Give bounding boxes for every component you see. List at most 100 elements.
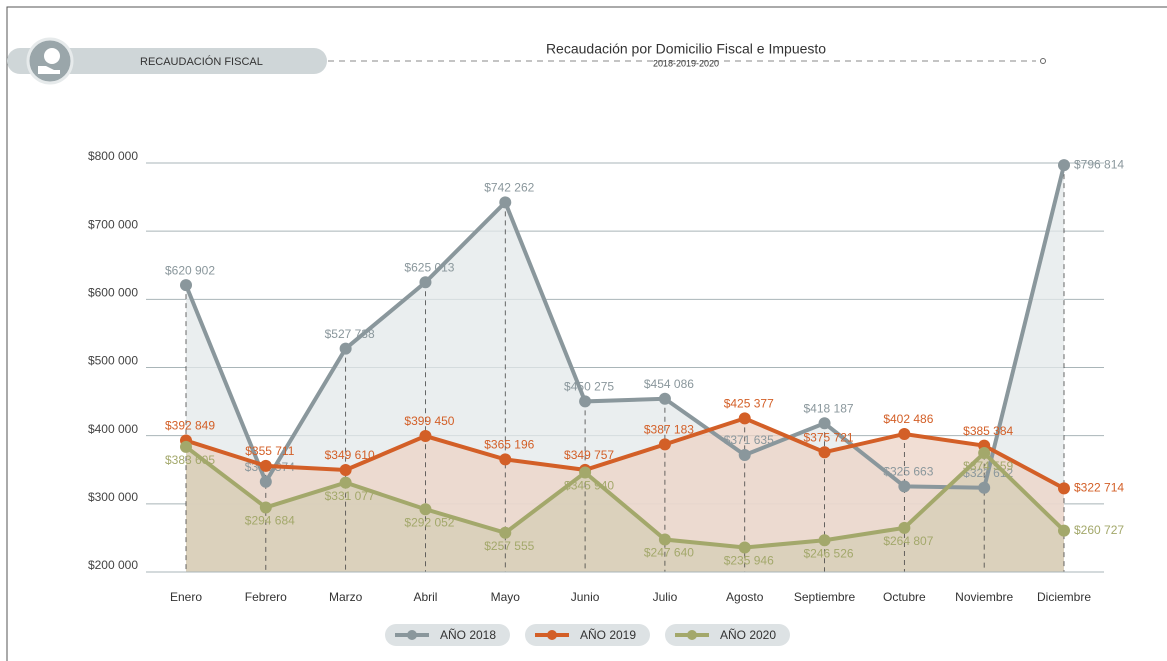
data-label: $294 684 (245, 514, 295, 528)
legend-item: AÑO 2018 (385, 624, 510, 646)
series-area (186, 446, 1064, 572)
data-label: $322 714 (1074, 481, 1124, 495)
y-tick-label: $600 000 (88, 286, 138, 300)
data-point (738, 449, 751, 462)
x-tick-label: Octubre (883, 590, 926, 604)
legend-label: AÑO 2018 (440, 628, 496, 642)
data-point (738, 412, 751, 425)
data-point (419, 276, 432, 289)
data-point (339, 342, 352, 355)
y-tick-label: $400 000 (88, 422, 138, 436)
data-label: $365 196 (484, 438, 534, 452)
data-point (419, 430, 432, 443)
data-label: $385 384 (963, 424, 1013, 438)
x-tick-label: Junio (571, 590, 600, 604)
data-point (818, 446, 831, 459)
x-tick-label: Diciembre (1037, 590, 1091, 604)
data-point (898, 427, 911, 440)
data-point (658, 392, 671, 405)
section-label: RECAUDACIÓN FISCAL (140, 55, 263, 68)
section-pill (7, 48, 327, 74)
legend-swatch (687, 630, 697, 640)
data-point (738, 541, 751, 554)
icon-coin (44, 48, 60, 64)
data-point (1058, 159, 1070, 172)
data-label: $349 757 (564, 448, 614, 462)
data-label: $257 555 (484, 539, 534, 553)
data-label: $264 807 (883, 534, 933, 548)
y-tick-label: $300 000 (88, 490, 138, 504)
legend-item: AÑO 2020 (665, 624, 790, 646)
data-point (499, 453, 512, 466)
x-tick-label: Julio (653, 590, 678, 604)
data-label: $796 814 (1074, 157, 1124, 171)
data-label: $454 086 (644, 377, 694, 391)
data-label: $247 640 (644, 546, 694, 560)
data-point (818, 417, 831, 430)
data-point (180, 279, 192, 292)
x-tick-label: Septiembre (794, 590, 856, 604)
data-label: $383 605 (165, 453, 215, 467)
legend-pill (665, 624, 790, 646)
legend-pill (525, 624, 650, 646)
legend-swatch (547, 630, 557, 640)
series-line (184, 164, 1066, 490)
x-tick-label: Marzo (329, 590, 363, 604)
data-point (658, 533, 671, 546)
data-point (339, 476, 352, 489)
data-label: $345 940 (564, 479, 614, 493)
data-point (658, 438, 671, 451)
data-label: $292 052 (404, 515, 454, 529)
header-rule-end (1040, 58, 1046, 64)
data-point (499, 526, 512, 539)
x-tick-label: Enero (170, 590, 202, 604)
data-point (898, 521, 911, 534)
data-label: $349 610 (325, 448, 375, 462)
data-label: $371 635 (724, 433, 774, 447)
data-point (1058, 482, 1070, 495)
series-line (184, 445, 1066, 550)
data-label: $620 902 (165, 263, 215, 277)
data-point (419, 503, 432, 516)
data-point (259, 501, 272, 514)
data-point (1058, 524, 1070, 537)
data-point (579, 395, 592, 408)
data-label: $375 721 (804, 430, 854, 444)
data-label: $742 262 (484, 181, 534, 195)
icon-hand (38, 66, 60, 74)
data-label: $625 013 (404, 260, 454, 274)
data-point (898, 480, 911, 493)
legend-swatch (407, 630, 417, 640)
data-label: $355 711 (245, 444, 294, 458)
data-point (259, 459, 272, 472)
y-tick-label: $500 000 (88, 354, 138, 368)
series-line (185, 416, 1065, 491)
y-tick-label: $200 000 (88, 558, 138, 572)
data-label: $374 559 (963, 459, 1013, 473)
data-label: $425 377 (724, 397, 774, 411)
data-point (499, 196, 512, 209)
legend-label: AÑO 2020 (720, 628, 776, 642)
data-label: $387 183 (644, 423, 694, 437)
data-point (579, 466, 592, 479)
legend-pill (385, 624, 510, 646)
y-tick-label: $800 000 (88, 149, 138, 163)
data-label: $418 187 (804, 401, 854, 415)
data-label: $399 450 (404, 414, 454, 428)
data-point (978, 481, 991, 494)
x-tick-label: Agosto (726, 590, 764, 604)
chart-title: Recaudación por Domicilio Fiscal e Impue… (546, 41, 826, 57)
x-tick-label: Abril (413, 590, 437, 604)
data-label: $402 486 (883, 412, 933, 426)
data-label: $235 946 (724, 554, 774, 568)
data-label: $325 663 (883, 465, 933, 479)
data-point (339, 464, 352, 477)
data-label: $246 526 (804, 546, 854, 560)
data-point (259, 475, 272, 488)
data-label: $260 727 (1074, 523, 1124, 537)
legend-item: AÑO 2019 (525, 624, 650, 646)
data-point (978, 447, 991, 460)
frame (6, 6, 1167, 661)
data-label: $450 275 (564, 380, 614, 394)
